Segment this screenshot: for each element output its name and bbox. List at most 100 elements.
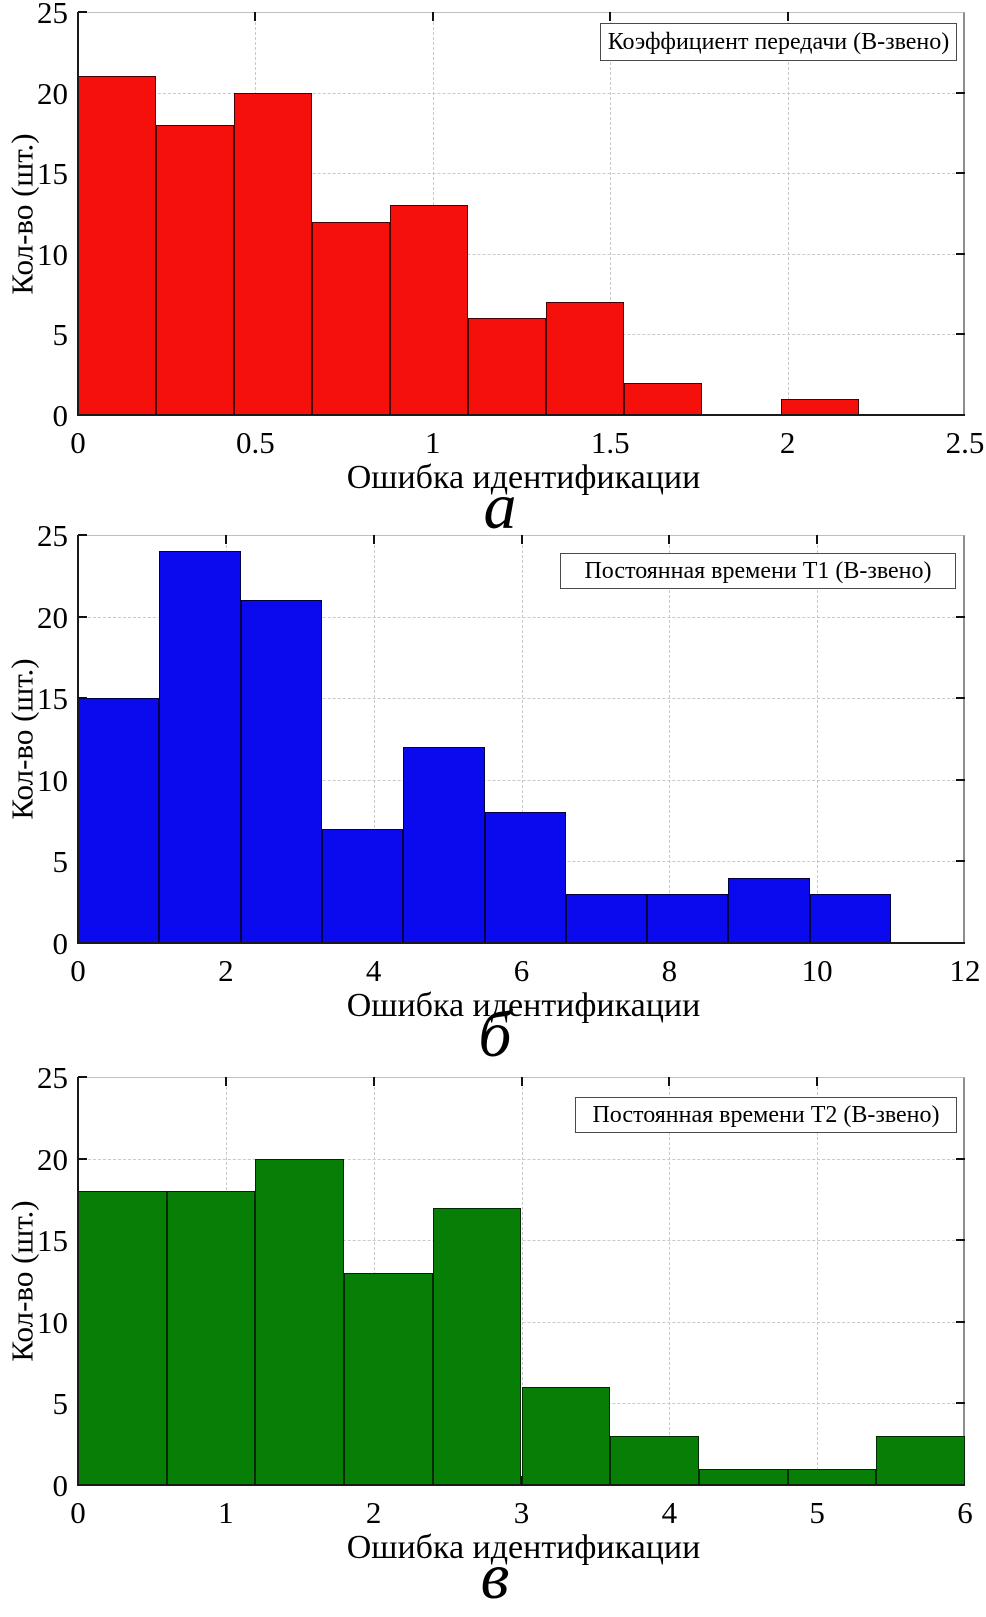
y-axis-title-a: Кол-во (шт.)	[4, 132, 40, 295]
tick-right-y-20	[956, 91, 965, 94]
gridline-x-1.5	[610, 12, 612, 415]
x-tick-label-2: 2	[218, 953, 234, 988]
x-tick-label-0: 0	[70, 953, 86, 988]
x-tick-label-8: 8	[661, 953, 678, 988]
tick-right-y-20	[956, 615, 965, 618]
bar-a-10	[780, 398, 859, 415]
bar-b-9	[728, 877, 810, 943]
x-tick-label-2.5: 2.5	[945, 425, 985, 460]
y-tick-label-25: 25	[37, 0, 68, 30]
bar-b-1	[78, 698, 160, 943]
x-tick-label-4: 4	[661, 1495, 678, 1530]
bar-a-5	[390, 205, 469, 415]
bar-v-8	[698, 1468, 788, 1485]
panel-label-b: б	[478, 998, 512, 1071]
y-axis-title-b: Кол-во (шт.)	[4, 658, 40, 820]
gridline-y-15	[78, 698, 965, 700]
x-tick-label-0: 0	[70, 1495, 86, 1530]
tick-left-y-25	[78, 11, 87, 13]
bar-b-3	[240, 600, 322, 943]
y-tick-label-10: 10	[37, 236, 68, 272]
x-tick-label-6: 6	[513, 953, 530, 988]
gridline-x-8	[669, 535, 671, 943]
y-tick-label-0: 0	[52, 398, 69, 433]
tick-left-y-25	[78, 534, 87, 536]
y-tick-label-25: 25	[37, 518, 68, 553]
bar-b-7	[565, 894, 648, 943]
bar-v-4	[344, 1272, 433, 1485]
y-tick-label-0: 0	[52, 926, 69, 961]
x-axis-title-b: Ошибка идентификации	[346, 987, 701, 1024]
x-tick-label-10: 10	[801, 953, 833, 988]
gridline-x-4	[373, 535, 375, 943]
bar-a-7	[546, 302, 625, 415]
x-axis-line	[77, 1484, 965, 1486]
tick-right-y-15	[956, 697, 965, 700]
tick-right-y-10	[956, 252, 965, 255]
bar-a-4	[312, 221, 391, 415]
tick-right-y-15	[956, 172, 965, 175]
gridline-y-20	[78, 616, 965, 618]
x-axis-title-a: Ошибка идентификации	[346, 459, 701, 496]
x-tick-label-6: 6	[957, 1495, 973, 1530]
y-tick-label-25: 25	[37, 1060, 68, 1095]
y-tick-label-5: 5	[52, 844, 69, 880]
bar-b-5	[403, 747, 485, 943]
tick-top-x-4	[668, 1077, 671, 1086]
tick-right-y-5	[956, 333, 965, 336]
tick-top-x-1	[224, 1077, 227, 1086]
tick-top-x-4	[372, 535, 375, 544]
x-tick-label-1: 1	[425, 425, 441, 460]
gridline-y-10	[78, 1321, 965, 1323]
bar-b-2	[159, 551, 241, 943]
gridline-y-20	[78, 1158, 965, 1160]
x-tick-label-2: 2	[365, 1495, 382, 1530]
gridline-y-15	[78, 173, 965, 175]
panel-label-v: в	[480, 1540, 510, 1613]
tick-top-x-8	[668, 535, 671, 544]
y-axis-line	[77, 535, 79, 944]
tick-right-y-5	[956, 1402, 965, 1405]
gridline-y-15	[78, 1240, 965, 1242]
y-tick-label-15: 15	[37, 1223, 68, 1259]
x-tick-label-1: 1	[218, 1495, 234, 1530]
tick-top-x-1	[431, 12, 434, 21]
legend-label-b: Постоянная времени Т1 (В-звено)	[584, 557, 932, 584]
x-axis-line	[77, 414, 965, 416]
tick-left-y-20	[78, 1157, 87, 1160]
gridline-x-3	[521, 1077, 523, 1485]
bar-a-6	[468, 318, 547, 415]
tick-left-y-20	[78, 615, 87, 618]
y-tick-label-15: 15	[37, 681, 68, 717]
y-tick-label-5: 5	[52, 1386, 69, 1422]
y-axis-line	[77, 12, 79, 416]
x-tick-label-2: 2	[779, 425, 796, 460]
bar-a-2	[156, 124, 235, 415]
tick-top-x-2	[372, 1077, 375, 1086]
panel-label-a: а	[483, 470, 517, 543]
tick-top-x-2	[786, 12, 789, 21]
gridline-y-10	[78, 779, 965, 781]
gridline-x-10	[817, 535, 819, 943]
x-tick-label-3: 3	[513, 1495, 530, 1530]
legend-box-a: Коэффициент передачи (В-звено)	[600, 23, 957, 61]
gridline-x-2	[787, 12, 789, 415]
bar-a-1	[78, 76, 157, 415]
legend-label-v: Постоянная времени Т2 (В-звено)	[592, 1101, 940, 1128]
x-tick-label-12: 12	[949, 953, 981, 988]
tick-top-x-6	[520, 535, 523, 544]
tick-left-y-25	[78, 1076, 87, 1078]
x-tick-label-4: 4	[365, 953, 382, 988]
bar-b-10	[809, 894, 892, 943]
tick-right-y-20	[956, 1157, 965, 1160]
tick-top-x-3	[520, 1077, 523, 1086]
tick-top-x-1.5	[609, 12, 612, 21]
gridline-x-4	[669, 1077, 671, 1485]
gridline-y-10	[78, 253, 965, 255]
legend-box-v: Постоянная времени Т2 (В-звено)	[575, 1097, 957, 1133]
bar-v-9	[787, 1468, 877, 1485]
legend-label-a: Коэффициент передачи (В-звено)	[607, 28, 950, 55]
bar-v-1	[78, 1191, 167, 1485]
y-axis-line	[77, 1077, 79, 1486]
